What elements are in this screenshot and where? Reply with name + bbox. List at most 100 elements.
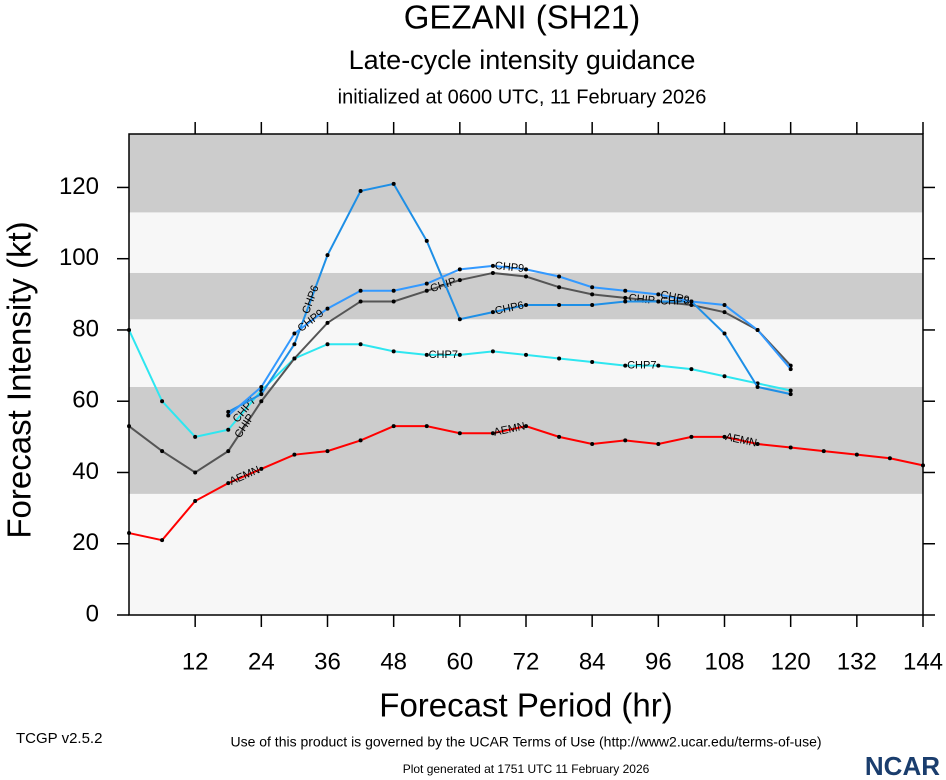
point bbox=[821, 449, 826, 454]
y-tick-label: 40 bbox=[72, 458, 99, 485]
point bbox=[292, 356, 297, 361]
point bbox=[193, 498, 198, 503]
point bbox=[524, 274, 528, 279]
point bbox=[424, 424, 429, 429]
point bbox=[424, 281, 429, 286]
point bbox=[689, 299, 694, 304]
point bbox=[524, 352, 528, 357]
point bbox=[358, 299, 363, 304]
point bbox=[259, 392, 264, 397]
point bbox=[292, 342, 297, 347]
point bbox=[391, 349, 396, 354]
x-tick-label: 48 bbox=[380, 648, 407, 675]
point bbox=[358, 342, 363, 347]
line-label: CHP7 bbox=[429, 349, 458, 361]
point bbox=[259, 399, 264, 404]
init-time: initialized at 0600 UTC, 11 February 202… bbox=[338, 86, 707, 108]
point bbox=[160, 399, 165, 404]
point bbox=[755, 327, 760, 332]
y-tick-label: 120 bbox=[59, 173, 99, 200]
point bbox=[193, 470, 198, 475]
point bbox=[524, 267, 528, 272]
point bbox=[226, 409, 231, 414]
point bbox=[358, 438, 363, 443]
x-tick-label: 60 bbox=[446, 648, 473, 675]
chart-title: GEZANI (SH21) bbox=[404, 0, 641, 36]
series-line bbox=[227, 182, 791, 413]
point bbox=[557, 303, 562, 308]
version: TCGP v2.5.2 bbox=[16, 730, 102, 747]
point bbox=[424, 352, 429, 357]
point bbox=[755, 384, 760, 389]
point bbox=[226, 413, 231, 418]
point bbox=[325, 306, 330, 311]
point bbox=[590, 303, 595, 308]
line-label: CHP7 bbox=[627, 359, 656, 371]
series-line bbox=[227, 264, 792, 417]
point bbox=[325, 320, 330, 325]
terms: Use of this product is governed by the U… bbox=[230, 734, 821, 750]
point bbox=[259, 466, 264, 471]
point bbox=[623, 363, 628, 368]
point bbox=[457, 267, 462, 272]
point bbox=[689, 367, 694, 372]
x-tick-label: 96 bbox=[645, 648, 672, 675]
line-label: CHIP bbox=[628, 292, 655, 307]
point bbox=[325, 253, 330, 258]
line-label: CHP6 bbox=[660, 295, 689, 307]
point bbox=[524, 303, 528, 308]
x-tick-label: 36 bbox=[314, 648, 341, 675]
point bbox=[524, 424, 528, 429]
point bbox=[391, 424, 396, 429]
point bbox=[557, 356, 562, 361]
point bbox=[358, 288, 363, 293]
point bbox=[391, 288, 396, 293]
point bbox=[160, 449, 165, 454]
point bbox=[590, 285, 595, 290]
y-tick-label: 0 bbox=[86, 600, 99, 627]
point bbox=[722, 310, 727, 315]
point bbox=[755, 441, 760, 446]
point bbox=[788, 367, 793, 372]
point bbox=[226, 427, 231, 432]
point bbox=[457, 352, 462, 357]
point bbox=[490, 263, 495, 268]
point bbox=[457, 317, 462, 322]
point bbox=[457, 278, 462, 283]
point bbox=[292, 331, 297, 336]
point bbox=[656, 441, 661, 446]
x-tick-label: 132 bbox=[837, 648, 877, 675]
point bbox=[358, 189, 363, 194]
x-axis-title: Forecast Period (hr) bbox=[379, 687, 672, 724]
point bbox=[788, 388, 793, 393]
logo: NCAR bbox=[865, 751, 940, 780]
point bbox=[590, 360, 595, 365]
category-band bbox=[129, 386, 923, 494]
point bbox=[490, 310, 495, 315]
point bbox=[623, 295, 628, 300]
category-band bbox=[129, 272, 923, 320]
point bbox=[689, 434, 694, 439]
point bbox=[325, 342, 330, 347]
point bbox=[391, 181, 396, 186]
point bbox=[557, 434, 562, 439]
category-band bbox=[129, 134, 923, 213]
point bbox=[259, 384, 264, 389]
y-axis-title: Forecast Intensity (kt) bbox=[1, 221, 38, 538]
x-tick-label: 24 bbox=[248, 648, 275, 675]
point bbox=[424, 238, 429, 243]
x-tick-label: 120 bbox=[771, 648, 811, 675]
x-tick-label: 72 bbox=[513, 648, 540, 675]
y-tick-label: 100 bbox=[59, 244, 99, 271]
point bbox=[623, 288, 628, 293]
point bbox=[292, 452, 297, 457]
line-label: CHP9 bbox=[494, 260, 524, 275]
point bbox=[788, 392, 793, 397]
y-tick-label: 80 bbox=[72, 315, 99, 342]
point bbox=[656, 363, 661, 368]
x-tick-label: 144 bbox=[903, 648, 943, 675]
point bbox=[590, 441, 595, 446]
generated: Plot generated at 1751 UTC 11 February 2… bbox=[403, 762, 650, 776]
